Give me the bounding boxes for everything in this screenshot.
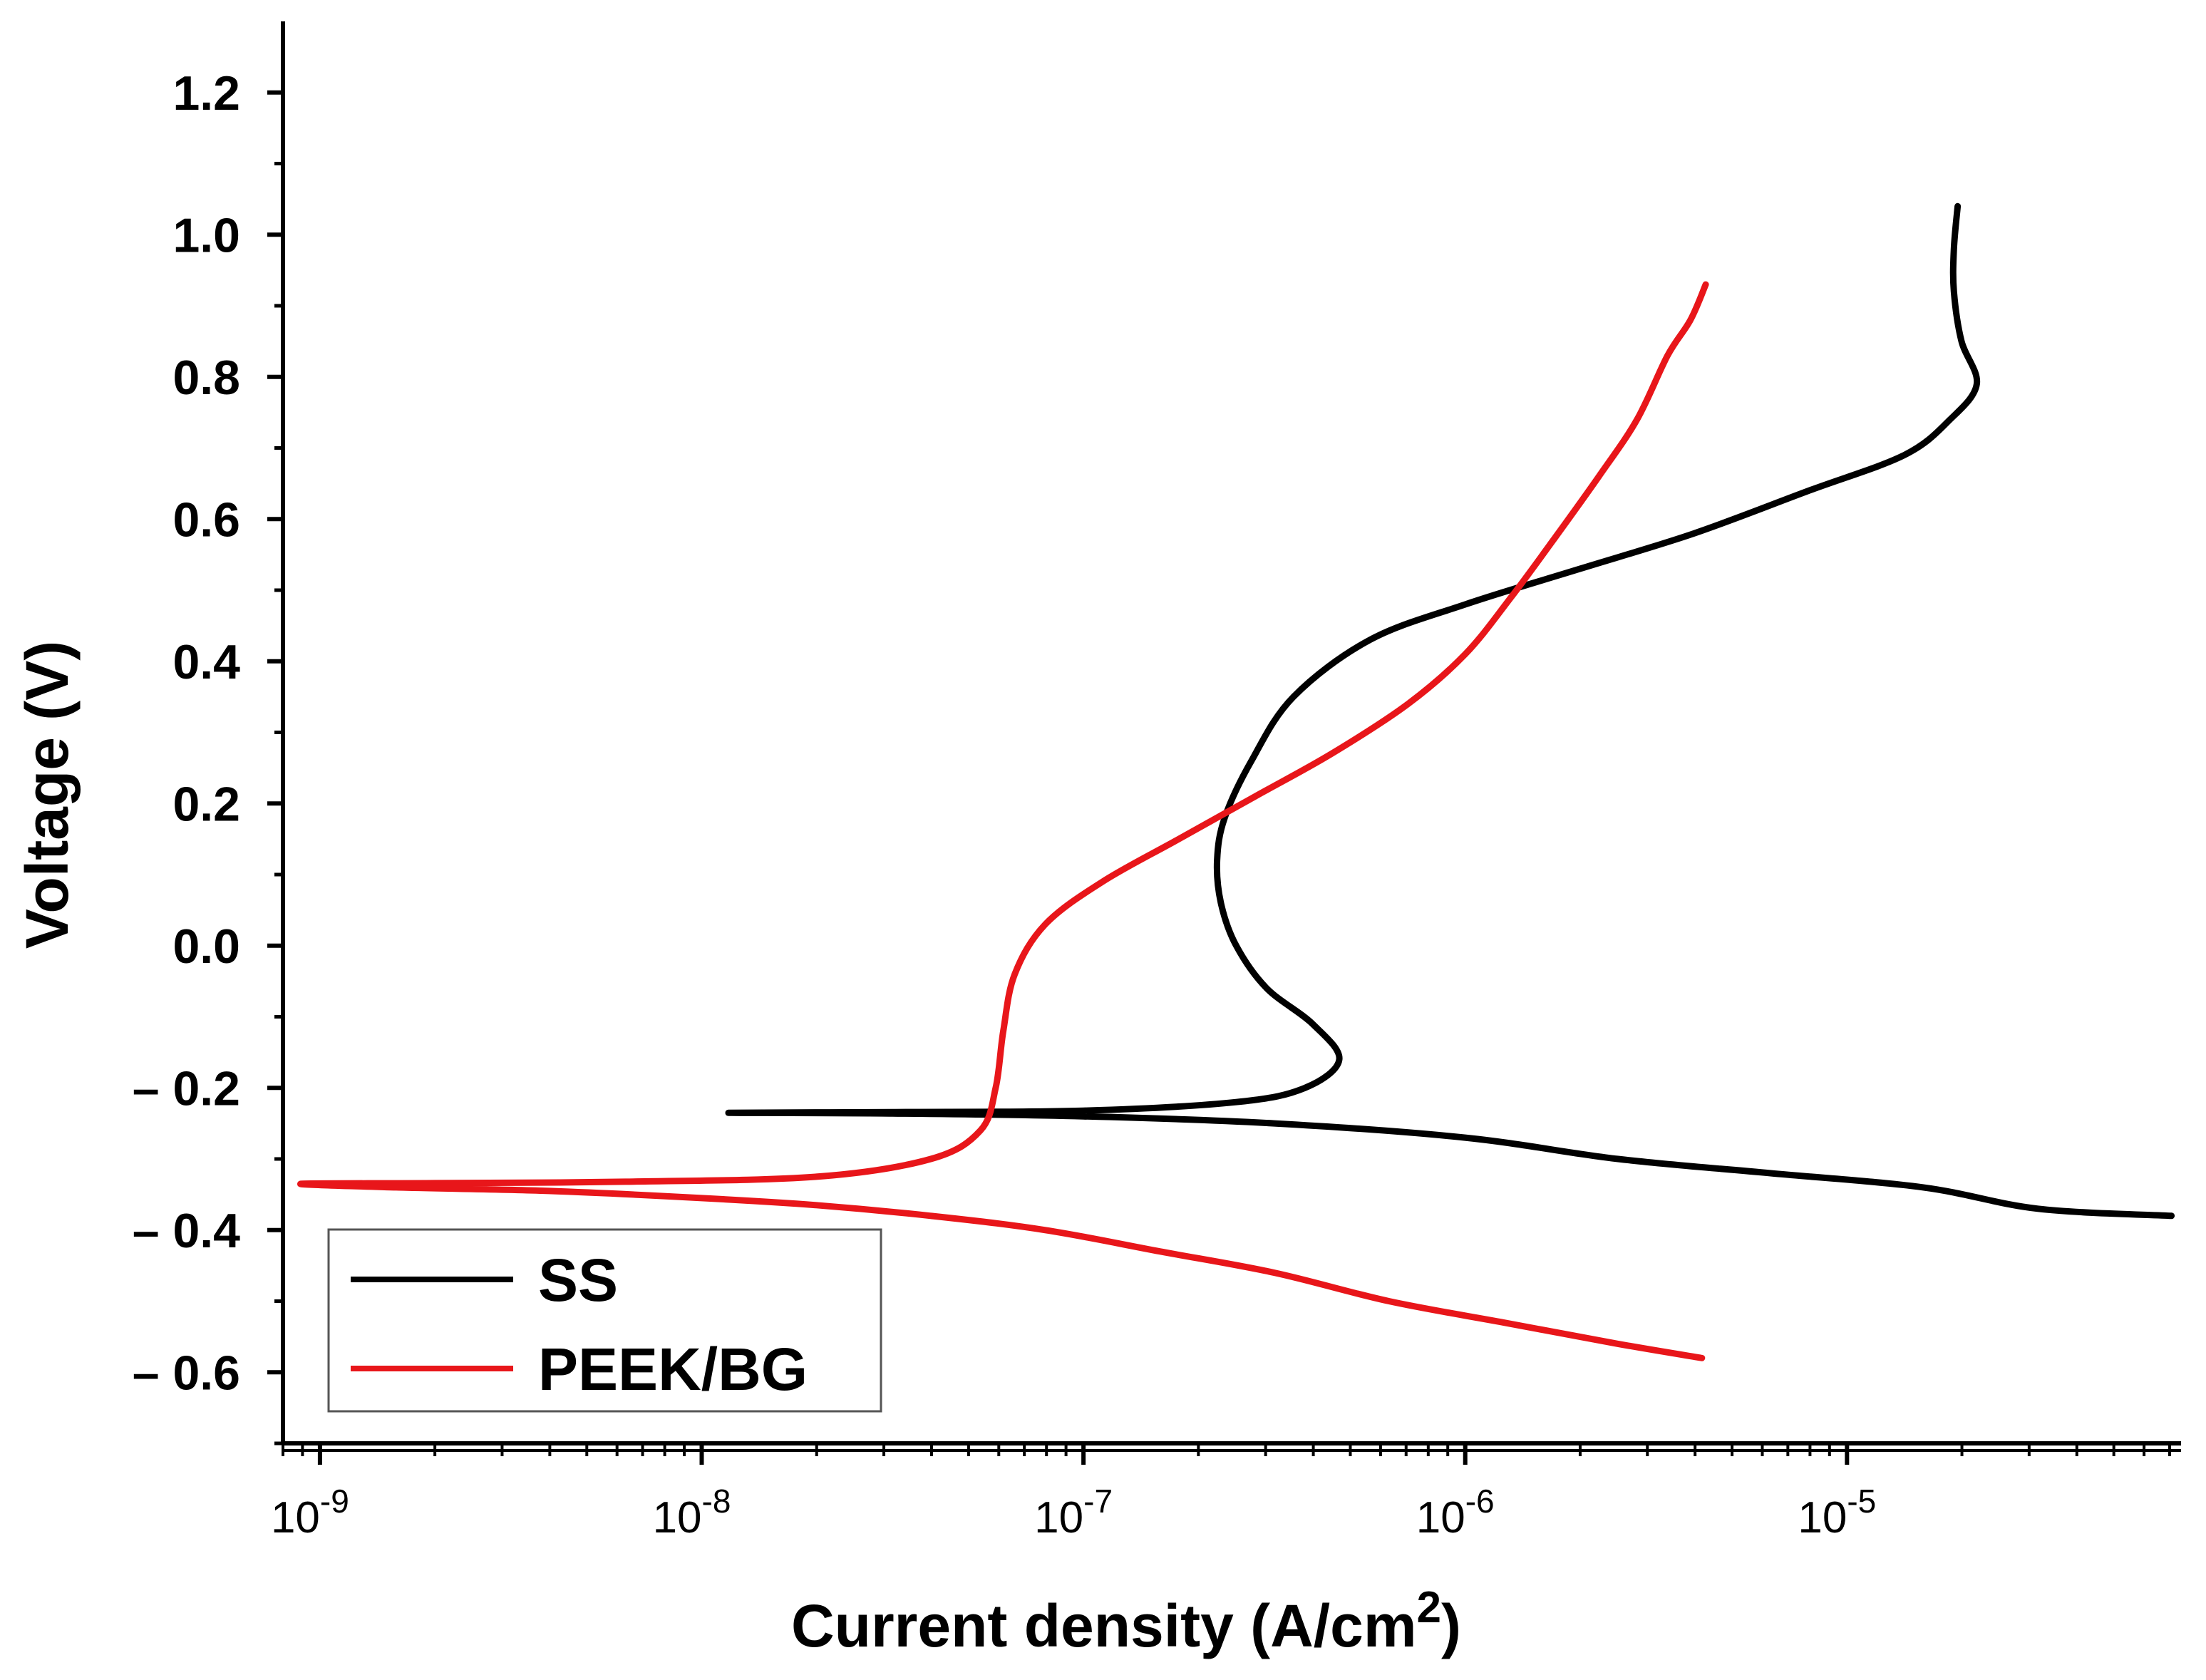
x-tick-base: 10	[1034, 1493, 1083, 1542]
x-tick-base: 10	[1416, 1493, 1465, 1542]
x-tick-label: 10-8	[653, 1483, 731, 1542]
legend-label-peek-bg: PEEK/BG	[538, 1336, 808, 1403]
series-line-peek-bg	[297, 281, 1709, 1361]
y-tick-label: 0.4	[172, 635, 240, 689]
x-tick-exponent: -8	[702, 1483, 731, 1520]
y-tick-label: – 0.6	[133, 1346, 240, 1400]
x-ticks: 10-9 10-8 10-7 10-6 10-5	[271, 1443, 2171, 1542]
y-tick-label: 1.2	[172, 66, 240, 120]
x-tick-base: 10	[271, 1493, 320, 1542]
x-tick-exponent: -5	[1847, 1483, 1876, 1520]
x-tick-exponent: -6	[1465, 1483, 1495, 1520]
legend-box	[327, 1228, 882, 1413]
x-tick-label: 10-7	[1034, 1483, 1113, 1542]
legend: SS PEEK/BG	[327, 1228, 882, 1413]
y-tick-label: 0.2	[172, 777, 240, 831]
y-tick-label: 1.0	[172, 208, 240, 262]
x-axis-title: Current density (A/cm2)	[791, 1583, 1461, 1659]
y-tick-label: – 0.4	[133, 1204, 240, 1258]
plot-area: – 0.6– 0.4– 0.20.00.20.40.60.81.01.2 10-…	[133, 21, 2181, 1542]
x-axis-title-text: Current density (A/cm	[791, 1592, 1417, 1659]
x-tick-base: 10	[653, 1493, 702, 1542]
x-axis-title-close: )	[1441, 1592, 1461, 1659]
x-tick-label: 10-6	[1416, 1483, 1495, 1542]
legend-label-ss: SS	[538, 1247, 618, 1314]
series-layer	[297, 202, 2175, 1361]
x-axis-title-superscript: 2	[1417, 1583, 1441, 1632]
y-axis-title: Voltage (V)	[14, 641, 81, 949]
y-tick-label: – 0.2	[133, 1061, 240, 1115]
y-tick-label: 0.0	[172, 919, 240, 974]
y-ticks: – 0.6 – 0.4 – 0.2 0.0 0.2 0.4 0.6 0.8 1.0 1.2	[133, 66, 283, 1445]
x-tick-label: 10-5	[1798, 1483, 1876, 1542]
y-tick-label: 0.6	[172, 493, 240, 547]
y-tick-label: 0.8	[172, 351, 240, 405]
x-tick-exponent: -7	[1083, 1483, 1113, 1520]
x-tick-exponent: -9	[320, 1483, 349, 1520]
x-tick-base: 10	[1798, 1493, 1847, 1542]
x-tick-label: 10-9	[271, 1483, 349, 1542]
series-line-ss	[725, 202, 2175, 1220]
